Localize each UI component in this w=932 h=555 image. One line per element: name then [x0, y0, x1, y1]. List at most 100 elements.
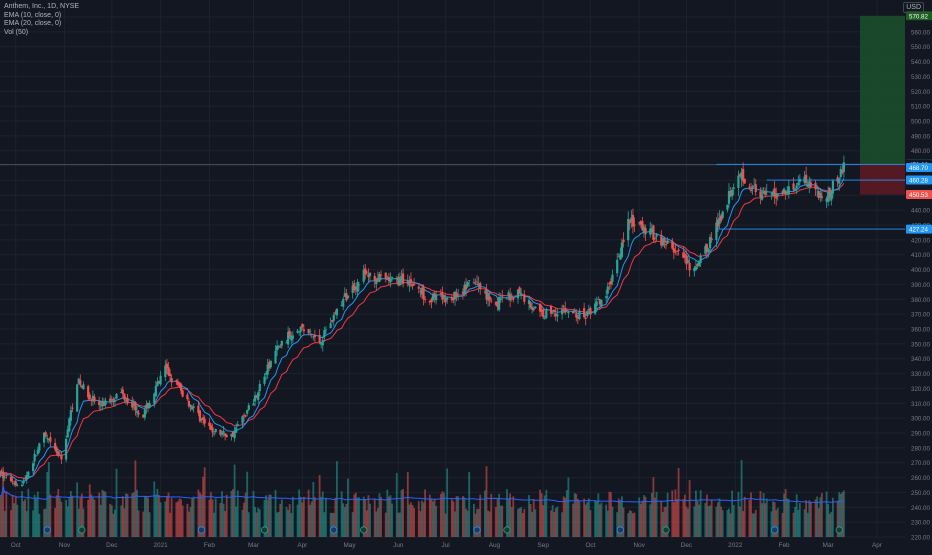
- volume-bar: [33, 494, 36, 537]
- candle-body: [505, 298, 509, 300]
- volume-bar: [123, 508, 126, 537]
- volume-bar: [742, 511, 745, 537]
- volume-bar: [830, 511, 833, 537]
- candle-body: [468, 280, 471, 282]
- y-tick-label: 420.00: [911, 237, 930, 244]
- candle-body: [124, 400, 128, 402]
- volume-bar: [213, 512, 216, 537]
- volume-bar: [553, 512, 556, 537]
- candle-body: [406, 281, 409, 284]
- volume-bar: [54, 507, 57, 537]
- legend-volume[interactable]: Vol (50): [4, 28, 29, 36]
- volume-bar: [332, 512, 335, 537]
- volume-bar: [450, 499, 453, 537]
- volume-bar: [595, 501, 598, 537]
- candle-body: [726, 204, 729, 210]
- candle-body: [510, 295, 513, 298]
- volume-bar: [77, 508, 80, 537]
- volume-bar: [321, 491, 324, 537]
- candle-body: [820, 196, 823, 199]
- volume-bar: [695, 490, 697, 537]
- volume-bar: [233, 464, 236, 537]
- volume-bar: [477, 509, 480, 537]
- candle-body: [87, 386, 90, 398]
- volume-bar: [121, 496, 124, 537]
- volume-bar: [47, 461, 50, 537]
- volume-bar: [839, 493, 842, 537]
- candle-body: [781, 191, 784, 194]
- candle-body: [798, 178, 801, 183]
- volume-bar: [291, 496, 294, 537]
- candle-body: [663, 238, 666, 243]
- volume-bar: [441, 491, 444, 537]
- y-tick-label: 260.00: [911, 475, 930, 482]
- volume-bar: [718, 498, 721, 537]
- candle-body: [331, 320, 334, 322]
- candle-body: [135, 410, 139, 413]
- legend-ema10[interactable]: EMA (10, close, 0): [4, 11, 62, 19]
- volume-bar: [154, 494, 157, 537]
- y-tick-label: 500.00: [911, 119, 930, 126]
- volume-bar: [11, 495, 14, 537]
- candle-body: [573, 310, 576, 312]
- x-tick-label: Oct: [585, 542, 595, 549]
- earnings-marker: [330, 526, 338, 534]
- candle-body: [562, 306, 565, 307]
- volume-bar: [362, 496, 365, 537]
- volume-bar: [825, 491, 828, 537]
- volume-bar: [510, 507, 513, 537]
- volume-bar: [210, 492, 212, 537]
- candle-body: [384, 272, 387, 279]
- candle-body: [231, 431, 235, 437]
- volume-bar: [257, 507, 260, 537]
- volume-bar: [775, 510, 778, 537]
- candle-body: [60, 454, 63, 460]
- volume-bar: [188, 511, 190, 537]
- volume-bar: [16, 504, 19, 537]
- candle-body: [764, 190, 767, 195]
- volume-bar: [175, 502, 178, 537]
- volume-bar: [439, 493, 442, 537]
- candle-body: [401, 273, 405, 284]
- volume-bar: [521, 513, 524, 537]
- volume-bar: [616, 512, 619, 537]
- candle-body: [340, 305, 343, 307]
- candle-body: [794, 188, 797, 192]
- candle-body: [329, 323, 332, 329]
- volume-bar: [433, 499, 436, 537]
- legend-symbol[interactable]: Anthem, Inc., 1D, NYSE: [4, 3, 80, 10]
- currency-label[interactable]: USD: [903, 2, 924, 13]
- legend-ema20[interactable]: EMA (20, close, 0): [4, 20, 62, 27]
- candle-body: [82, 384, 85, 390]
- volume-bar: [402, 488, 404, 537]
- candle-body: [164, 365, 167, 378]
- volume-bar: [329, 512, 332, 537]
- volume-bar: [214, 498, 217, 537]
- volume-bar: [650, 492, 653, 537]
- volume-bar: [424, 489, 427, 537]
- volume-bar: [373, 498, 376, 537]
- volume-bar: [542, 505, 545, 537]
- candle-body: [708, 236, 712, 249]
- candle-body: [727, 190, 731, 204]
- candle-body: [365, 271, 368, 273]
- volume-bar: [211, 499, 214, 537]
- volume-bar: [720, 506, 723, 537]
- volume-bar: [605, 504, 608, 537]
- volume-bar: [57, 489, 60, 537]
- volume-bar: [115, 468, 118, 537]
- candle-body: [609, 281, 612, 285]
- candle-body: [395, 278, 398, 280]
- volume-bar: [46, 471, 49, 537]
- candle-body: [65, 438, 68, 460]
- x-tick-label: Apr: [297, 542, 308, 549]
- candle-body: [47, 439, 50, 441]
- volume-bar: [202, 476, 205, 537]
- candle-body: [509, 294, 512, 301]
- candle-body: [68, 418, 71, 431]
- candle-body: [320, 342, 323, 345]
- candle-body: [165, 363, 168, 369]
- x-tick-label: Jul: [441, 542, 449, 549]
